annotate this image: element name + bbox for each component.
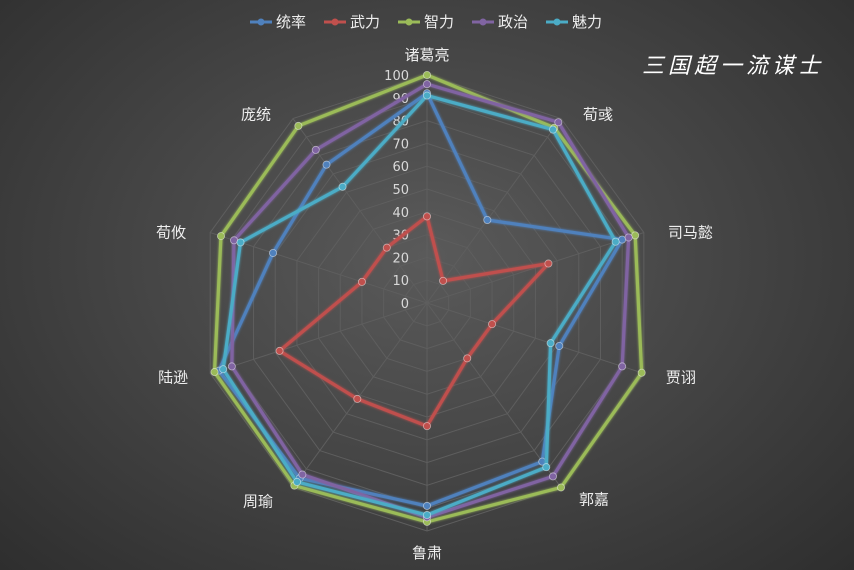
r-tick-label: 100 xyxy=(384,69,409,84)
series-point xyxy=(555,341,564,350)
series-point xyxy=(618,362,627,371)
series-point xyxy=(548,125,557,134)
category-label: 鲁肃 xyxy=(412,544,442,562)
series-point xyxy=(357,277,366,286)
r-tick-label: 60 xyxy=(392,160,409,175)
series-point xyxy=(624,233,633,242)
category-label: 郭嘉 xyxy=(579,490,609,508)
series-point xyxy=(293,477,302,486)
series-point xyxy=(557,483,566,492)
category-label: 司马懿 xyxy=(668,224,713,242)
series-point xyxy=(488,320,497,329)
series-point xyxy=(548,472,557,481)
series-point xyxy=(338,182,347,191)
series-point xyxy=(554,118,563,127)
series-point xyxy=(631,231,640,240)
r-tick-label: 0 xyxy=(401,297,409,312)
category-label: 周瑜 xyxy=(243,492,273,510)
series-point xyxy=(217,232,226,241)
grid-spoke xyxy=(210,232,428,304)
category-label: 荀彧 xyxy=(583,106,613,124)
r-tick-label: 20 xyxy=(392,251,409,266)
series-point xyxy=(294,121,303,130)
series-point xyxy=(382,243,391,252)
legend-label: 武力 xyxy=(350,13,380,31)
category-label: 庞统 xyxy=(241,106,271,124)
series-point xyxy=(544,259,553,268)
grid-spoke xyxy=(426,232,644,304)
series-point xyxy=(463,354,472,363)
chart-title: 三国超一流谋士 xyxy=(641,54,824,79)
legend-label: 智力 xyxy=(424,13,454,31)
legend-label: 政治 xyxy=(498,13,528,31)
legend-marker xyxy=(331,18,339,26)
series-point xyxy=(269,248,278,257)
series-point xyxy=(422,501,431,510)
legend-marker xyxy=(257,18,265,26)
series-point xyxy=(637,368,646,377)
category-label: 贾诩 xyxy=(666,368,696,386)
series-point xyxy=(422,80,431,89)
grid-spoke xyxy=(210,302,428,374)
series-point xyxy=(322,160,331,169)
series-point xyxy=(210,368,219,377)
legend-label: 统率 xyxy=(276,13,306,31)
r-tick-label: 10 xyxy=(392,274,409,289)
category-label: 诸葛亮 xyxy=(404,46,449,64)
series-point xyxy=(611,237,620,246)
series-point xyxy=(618,235,627,244)
grid-spoke xyxy=(426,302,644,374)
category-label: 荀攸 xyxy=(156,224,186,242)
legend-label: 魅力 xyxy=(572,13,602,31)
legend-marker xyxy=(553,18,561,26)
series-point xyxy=(542,463,551,472)
series-point xyxy=(230,236,239,245)
series-point xyxy=(422,422,431,431)
series-point xyxy=(311,145,320,154)
grid-spoke xyxy=(292,302,428,488)
r-tick-label: 50 xyxy=(392,183,409,198)
grid-spoke xyxy=(426,302,562,488)
series-point xyxy=(439,276,448,285)
series-point xyxy=(275,346,284,355)
series-point xyxy=(422,71,431,80)
r-tick-label: 70 xyxy=(392,137,409,152)
grid-spoke xyxy=(426,118,562,304)
category-label: 陆逊 xyxy=(158,368,188,386)
series-point xyxy=(353,394,362,403)
legend-marker xyxy=(479,18,487,26)
series-point xyxy=(219,365,228,374)
r-tick-label: 40 xyxy=(392,206,409,221)
series-point xyxy=(546,339,555,348)
legend-marker xyxy=(405,18,413,26)
series-point xyxy=(227,362,236,371)
series-point xyxy=(298,470,307,479)
series-point xyxy=(422,212,431,221)
series-point xyxy=(236,238,245,247)
series-point xyxy=(422,91,431,100)
series-point xyxy=(483,215,492,224)
series-point xyxy=(422,511,431,520)
